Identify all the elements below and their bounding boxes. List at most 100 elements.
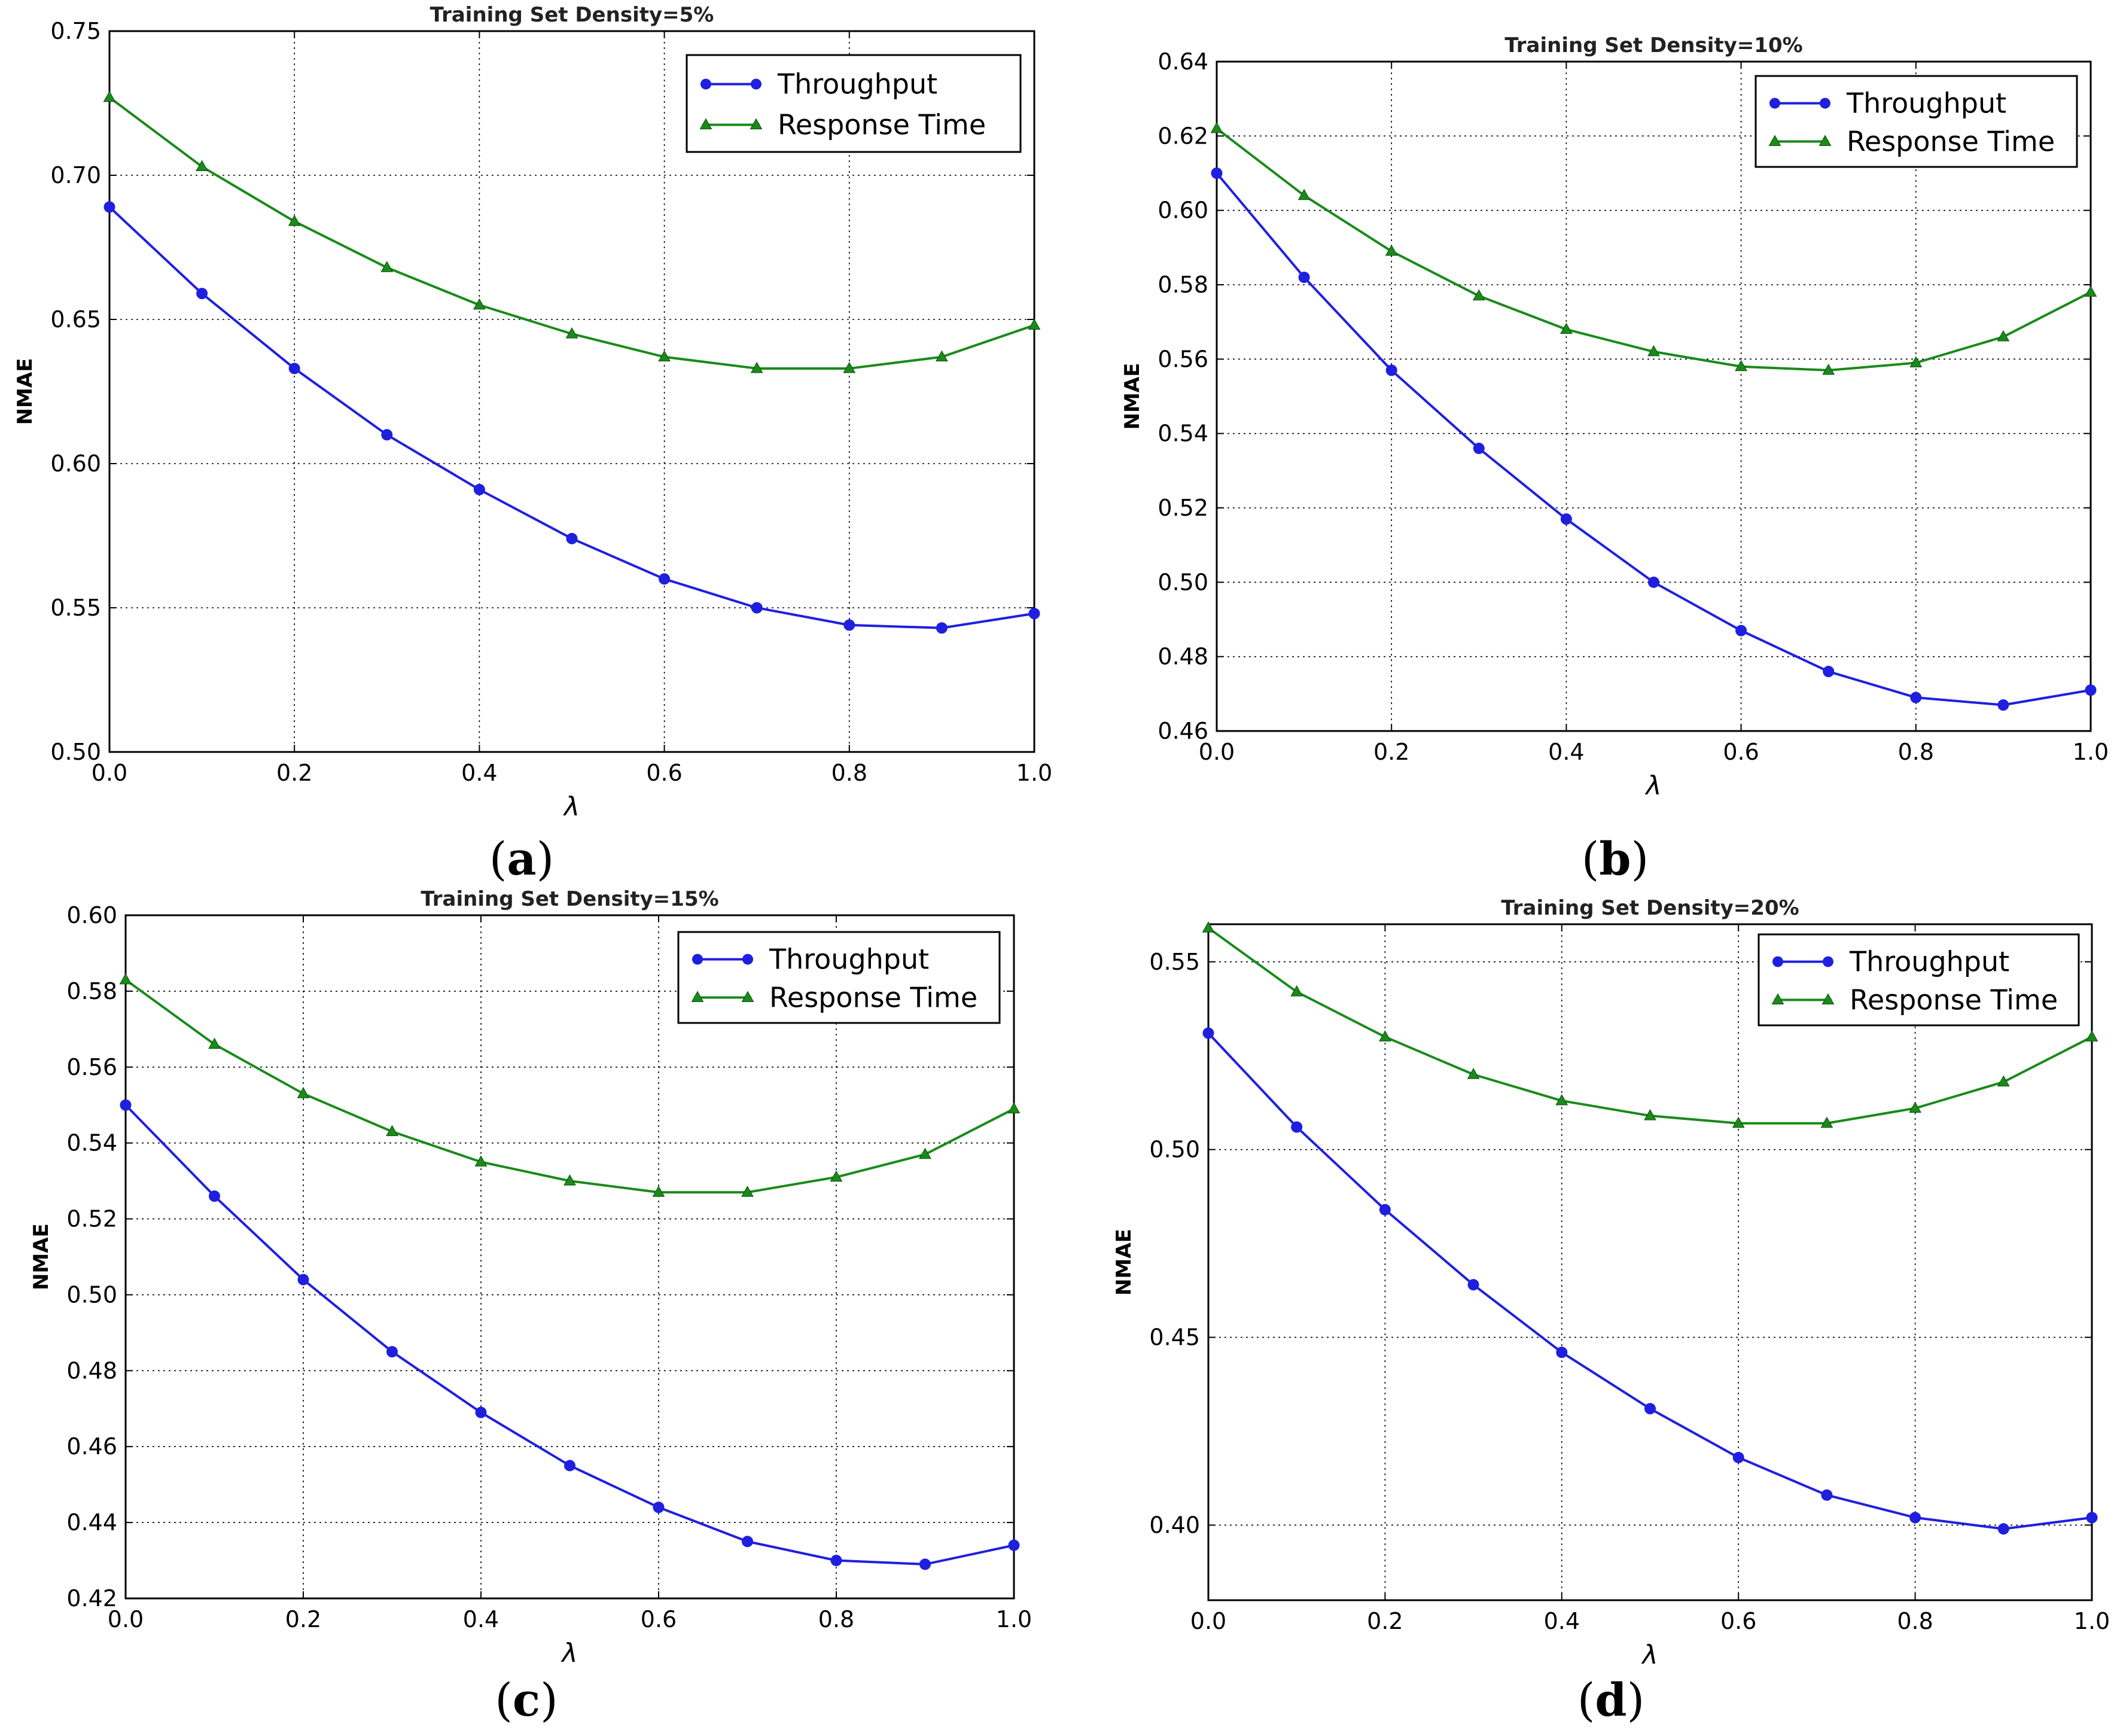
legend-marker — [691, 991, 704, 1002]
data-point — [1560, 322, 1573, 334]
data-point — [564, 1460, 575, 1472]
legend-box — [1757, 933, 2080, 1027]
panel-caption-letter: c — [513, 1673, 540, 1726]
data-point — [474, 1155, 488, 1167]
y-tick-label: 0.56 — [66, 1054, 117, 1080]
y-tick-label: 0.50 — [1158, 569, 1208, 595]
data-point — [1560, 513, 1572, 525]
data-point — [381, 429, 393, 441]
y-tick-label: 0.42 — [66, 1585, 117, 1612]
x-tick-label: 0.0 — [1199, 739, 1235, 765]
y-tick-label: 0.64 — [1158, 48, 1208, 75]
panel-caption: (b) — [1582, 832, 1649, 885]
data-point — [1379, 1030, 1391, 1041]
series-response-time — [1210, 121, 2097, 375]
x-tick-label: 0.8 — [831, 760, 867, 786]
data-point — [1298, 272, 1310, 284]
data-point — [830, 1170, 843, 1182]
series-response-time — [119, 973, 1021, 1197]
y-tick-label: 0.60 — [66, 902, 117, 928]
data-point — [386, 1125, 398, 1137]
y-tick-label: 0.52 — [1158, 495, 1208, 521]
x-tick-label: 0.2 — [1373, 739, 1409, 765]
data-point — [1997, 699, 2009, 711]
legend-marker — [741, 991, 754, 1002]
y-tick-label: 0.46 — [66, 1433, 117, 1460]
x-axis-label: λ — [561, 1638, 577, 1668]
data-point — [565, 327, 578, 339]
data-point — [1202, 921, 1215, 933]
data-point — [1028, 318, 1041, 330]
data-point — [103, 201, 115, 213]
panel-caption: (d) — [1577, 1673, 1644, 1726]
legend: Throughput Response Time — [1754, 75, 2078, 168]
chart-panel-b: 0.0 0.2 0.4 0.6 0.8 1.0 0.46 0.48 0.50 0.52 0.54 0.… — [1120, 33, 2109, 885]
data-point — [652, 1186, 665, 1197]
data-point — [288, 215, 301, 226]
data-point — [1644, 1403, 1656, 1415]
legend-marker — [1771, 993, 1784, 1004]
data-point — [475, 1406, 487, 1418]
data-point — [1647, 345, 1660, 357]
legend-marker — [1772, 956, 1783, 967]
data-point — [120, 1099, 132, 1111]
x-tick-label: 0.8 — [818, 1606, 854, 1633]
legend-label: Throughput — [777, 68, 937, 100]
series-response-time — [103, 90, 1041, 373]
data-point — [1909, 1512, 1921, 1524]
data-point — [653, 1502, 665, 1513]
data-point — [1821, 1489, 1833, 1501]
data-point — [1735, 360, 1747, 371]
data-point — [1997, 1075, 2010, 1087]
data-point — [473, 298, 486, 310]
legend-marker — [1769, 98, 1780, 109]
x-tick-label: 0.4 — [1544, 1608, 1580, 1634]
data-point — [386, 1346, 398, 1358]
data-point — [1822, 363, 1835, 375]
legend-marker — [1819, 135, 1832, 146]
y-tick-label: 0.46 — [1158, 718, 1208, 744]
legend-marker — [751, 78, 761, 90]
data-point — [1909, 1101, 1921, 1113]
data-point — [751, 602, 763, 614]
legend-marker — [1821, 993, 1835, 1004]
x-tick-label: 0.6 — [1720, 1608, 1756, 1634]
plot-area — [1217, 62, 2091, 731]
legend-marker — [1823, 956, 1833, 967]
data-point — [119, 973, 132, 985]
data-point — [1735, 625, 1747, 636]
chart-title: Training Set Density=5% — [430, 3, 714, 27]
panel-caption: (c) — [495, 1673, 558, 1726]
x-tick-label: 0.6 — [641, 1606, 677, 1633]
data-point — [1290, 985, 1303, 997]
x-tick-label: 1.0 — [996, 1606, 1032, 1633]
legend-label: Response Time — [1847, 125, 2055, 157]
legend-label: Throughput — [1849, 946, 2009, 978]
y-tick-label: 0.60 — [50, 450, 101, 477]
legend-marker — [699, 118, 712, 130]
data-point — [1379, 1204, 1391, 1216]
data-point — [1472, 289, 1485, 301]
data-point — [1210, 121, 1223, 133]
y-tick-label: 0.50 — [1149, 1137, 1200, 1163]
panel-caption-letter: b — [1599, 832, 1631, 885]
data-point — [2086, 1512, 2098, 1524]
x-tick-label: 0.2 — [276, 760, 312, 786]
x-axis-label: λ — [563, 791, 580, 822]
legend-marker — [1768, 135, 1781, 146]
data-point — [297, 1274, 309, 1286]
data-point — [936, 622, 948, 634]
x-tick-label: 0.4 — [463, 1606, 499, 1633]
x-axis-label: λ — [1641, 1640, 1658, 1670]
chart-title: Training Set Density=10% — [1504, 33, 1802, 57]
data-point — [473, 483, 485, 495]
data-point — [1732, 1451, 1744, 1463]
panel-caption-letter: a — [507, 832, 536, 885]
legend-label: Response Time — [778, 109, 986, 141]
chart-title: Training Set Density=15% — [421, 887, 718, 911]
data-point — [843, 619, 855, 631]
x-tick-label: 0.4 — [461, 760, 497, 786]
y-axis-label: NMAE — [1112, 1229, 1136, 1296]
y-tick-label: 0.50 — [66, 1281, 117, 1308]
data-point — [830, 1555, 842, 1567]
